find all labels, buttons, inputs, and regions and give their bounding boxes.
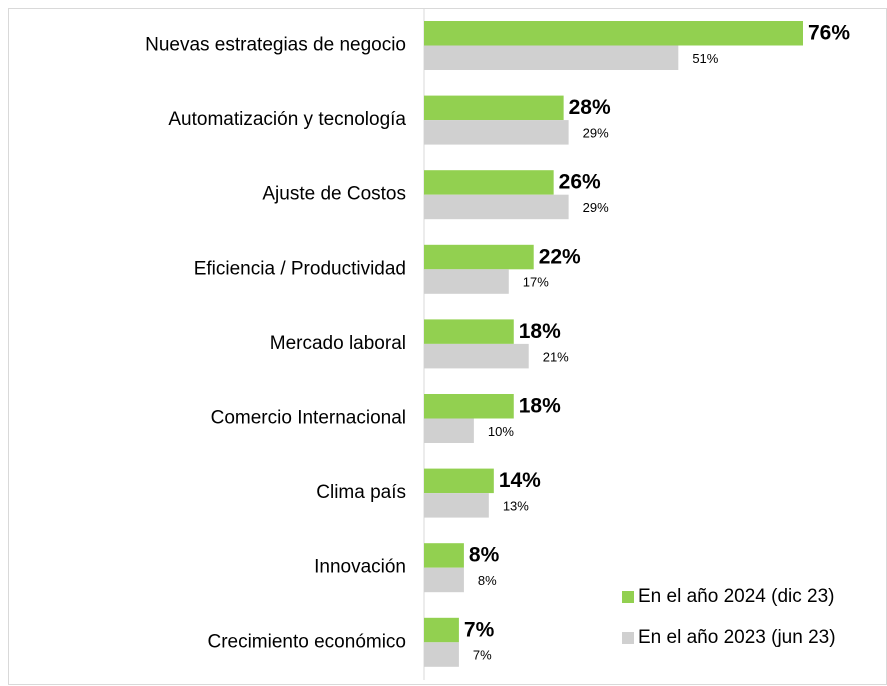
bar <box>424 21 803 46</box>
value-label: 51% <box>692 51 718 66</box>
bar <box>424 244 534 270</box>
bar <box>424 120 569 145</box>
category-label: Ajuste de Costos <box>262 184 406 205</box>
value-label: 26% <box>559 171 601 194</box>
value-label: 8% <box>478 573 497 588</box>
category-label: Eficiencia / Productividad <box>194 258 406 279</box>
category-label: Nuevas estrategias de negocio <box>145 35 406 56</box>
value-label: 7% <box>464 618 495 641</box>
value-label: 28% <box>569 96 611 119</box>
legend-swatch <box>622 632 634 644</box>
value-label: 22% <box>539 245 581 268</box>
bar <box>424 95 564 121</box>
legend-swatch <box>622 591 634 603</box>
bar <box>424 617 459 643</box>
bar <box>424 45 679 70</box>
bar <box>424 543 464 568</box>
value-label: 21% <box>543 349 569 364</box>
value-label: 18% <box>519 395 561 418</box>
bar <box>424 194 569 220</box>
bar <box>424 319 514 344</box>
bar <box>424 567 464 593</box>
value-label: 29% <box>583 200 609 215</box>
value-label: 29% <box>583 126 609 141</box>
value-label: 7% <box>473 648 492 663</box>
bar <box>424 468 494 494</box>
value-label: 18% <box>519 320 561 343</box>
bar <box>424 170 554 195</box>
value-label: 8% <box>469 544 500 567</box>
bar <box>424 394 514 419</box>
value-label: 13% <box>503 499 529 514</box>
bar <box>424 493 489 518</box>
category-label: Innovación <box>314 557 406 578</box>
bar <box>424 343 529 369</box>
bar <box>424 642 459 667</box>
category-label: Clima país <box>316 482 406 503</box>
value-label: 10% <box>488 424 514 439</box>
bar <box>424 269 509 294</box>
value-label: 17% <box>523 275 549 290</box>
value-label: 76% <box>808 22 850 45</box>
category-label: Crecimiento económico <box>207 631 406 652</box>
value-label: 14% <box>499 469 541 492</box>
category-label: Comercio Internacional <box>211 408 406 429</box>
category-label: Automatización y tecnología <box>168 109 406 130</box>
legend-label: En el año 2024 (dic 23) <box>638 586 834 607</box>
bar <box>424 418 474 443</box>
legend-label: En el año 2023 (jun 23) <box>638 627 836 648</box>
category-label: Mercado laboral <box>270 333 406 354</box>
